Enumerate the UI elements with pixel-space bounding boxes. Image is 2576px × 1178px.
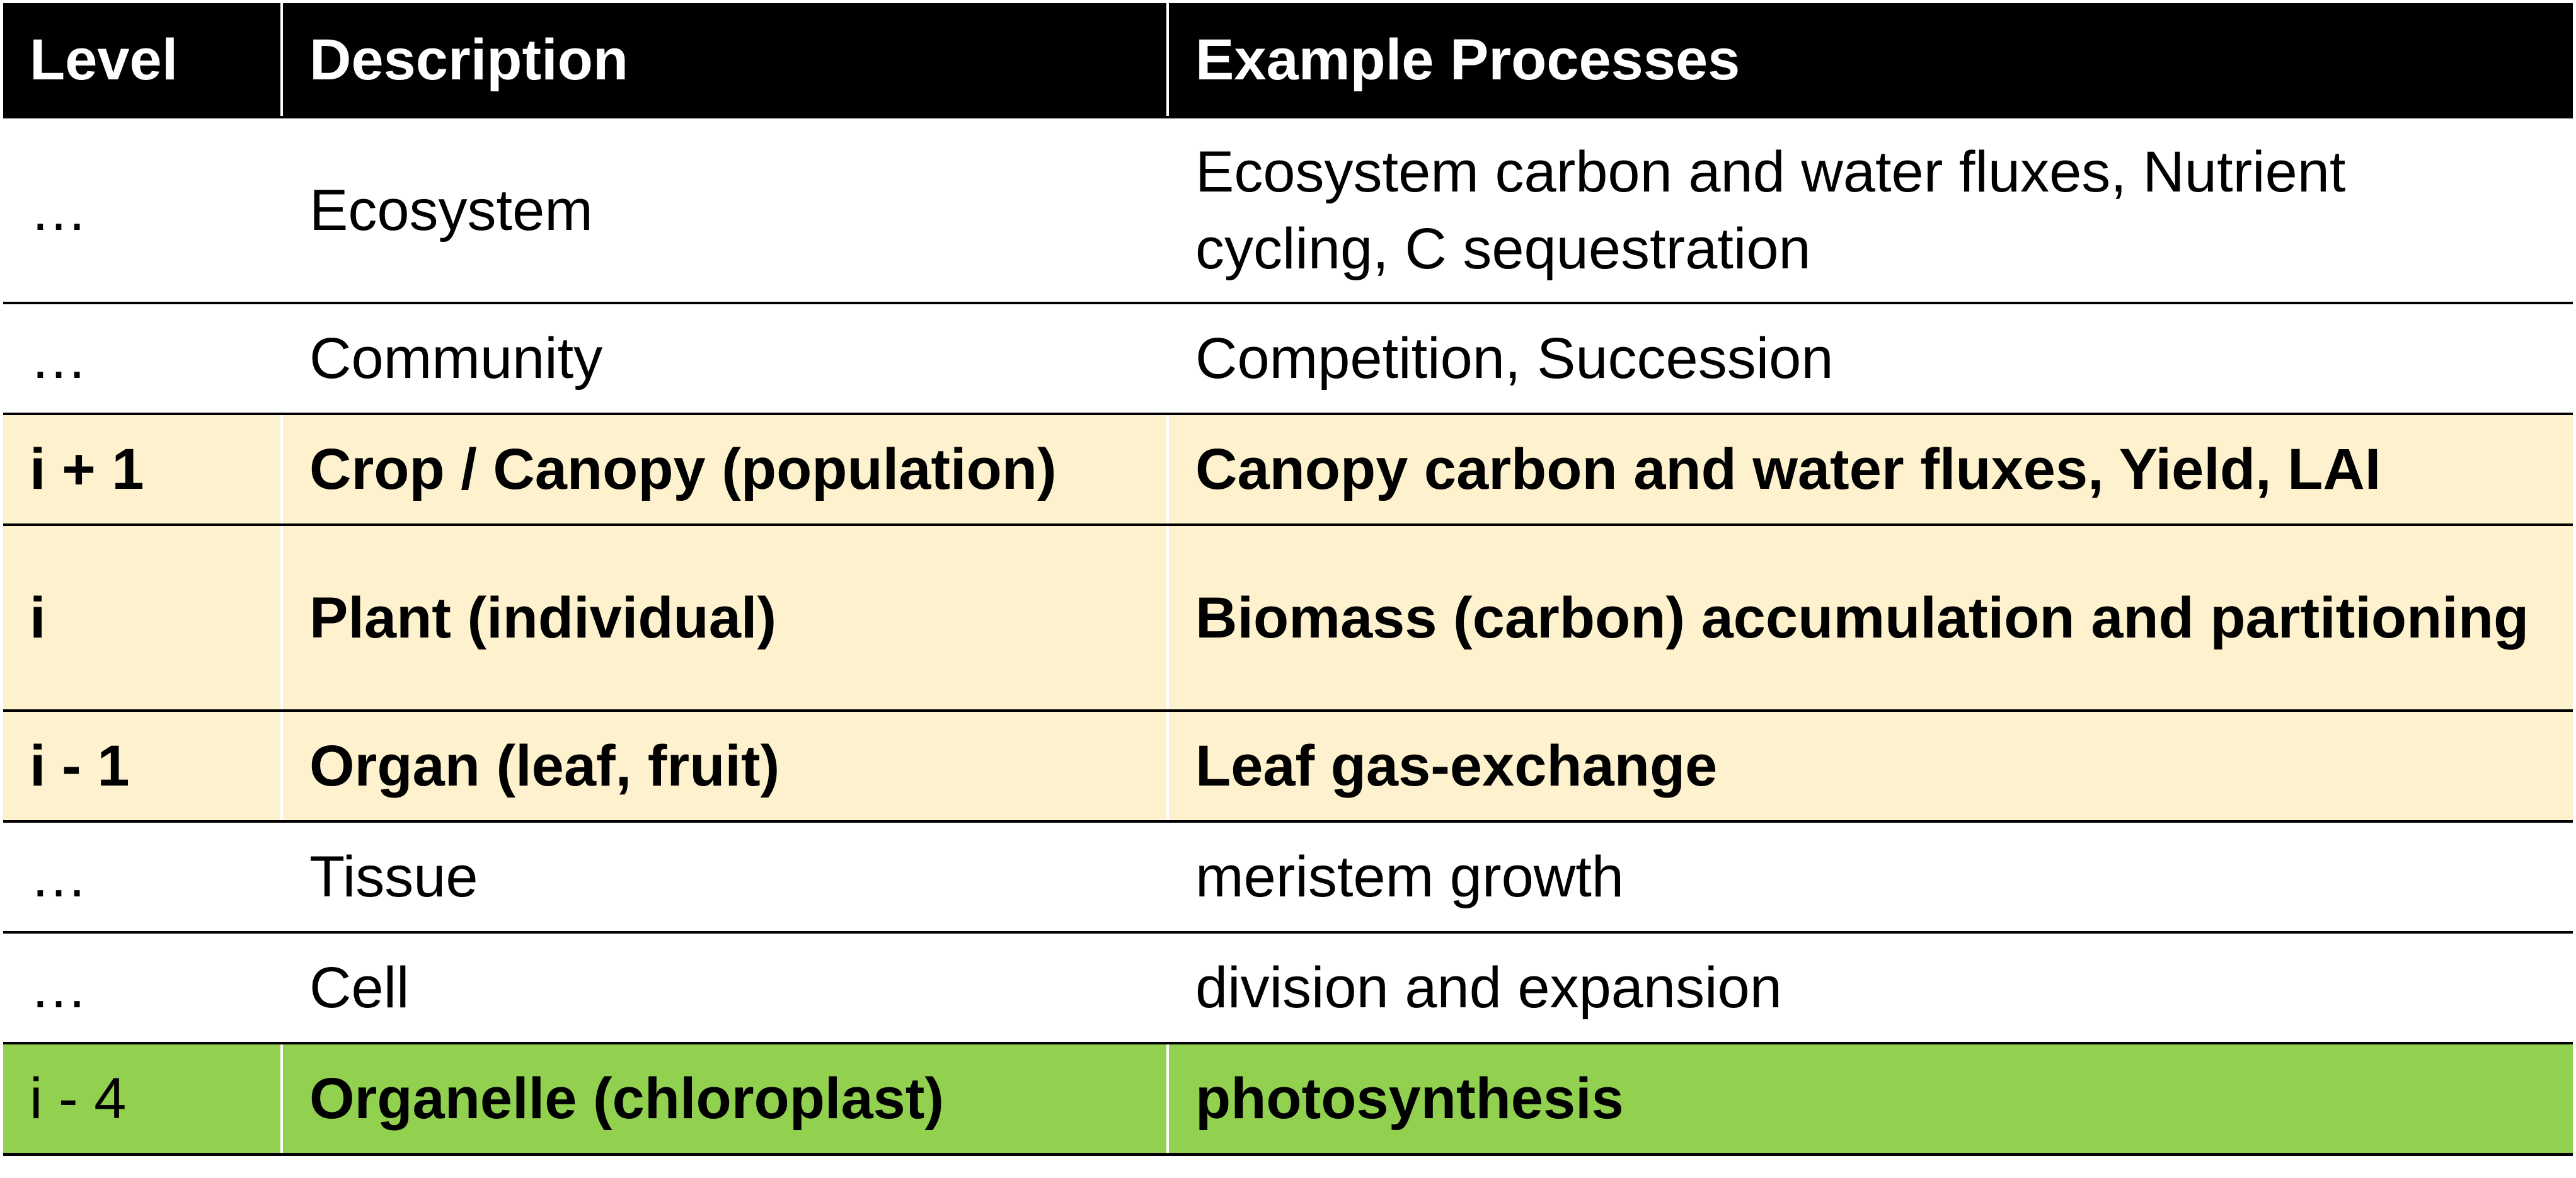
table-row-highlighted: i Plant (individual) Biomass (carbon) ac…: [3, 523, 2573, 709]
process-level-table: Level Description Example Processes … Ec…: [3, 3, 2573, 1156]
column-header-description: Description: [283, 3, 1169, 116]
processes-cell: meristem growth: [1195, 845, 1624, 909]
table-row: … Community Competition, Succession: [3, 302, 2573, 413]
level-cell: …: [30, 326, 88, 391]
level-cell: i - 4: [3, 1044, 283, 1153]
table-row: … Ecosystem Ecosystem carbon and water f…: [3, 116, 2573, 302]
column-header-level: Level: [3, 3, 283, 116]
level-cell: i + 1: [3, 415, 283, 523]
level-cell: …: [30, 178, 88, 243]
table-row-highlighted-green: i - 4 Organelle (chloroplast) photosynth…: [3, 1042, 2573, 1153]
description-cell: Community: [309, 326, 603, 391]
level-cell: i - 1: [3, 712, 283, 820]
table-row: … Cell division and expansion: [3, 931, 2573, 1042]
processes-cell: Ecosystem carbon and water fluxes, Nutri…: [1195, 139, 2346, 281]
processes-cell: photosynthesis: [1195, 1066, 1624, 1131]
table-row: … Tissue meristem growth: [3, 820, 2573, 931]
description-cell: Plant (individual): [283, 526, 1169, 709]
description-cell: Tissue: [309, 845, 478, 909]
level-cell: …: [30, 845, 88, 909]
description-cell: Organelle (chloroplast): [283, 1044, 1169, 1153]
description-cell: Organ (leaf, fruit): [283, 712, 1169, 820]
table-header-row: Level Description Example Processes: [3, 3, 2573, 116]
table-row-highlighted: i + 1 Crop / Canopy (population) Canopy …: [3, 413, 2573, 523]
description-cell: Ecosystem: [309, 178, 593, 243]
processes-cell: division and expansion: [1195, 956, 1782, 1020]
level-cell: …: [30, 956, 88, 1020]
level-cell: i: [3, 526, 283, 709]
description-cell: Crop / Canopy (population): [283, 415, 1169, 523]
processes-cell: Leaf gas-exchange: [1195, 734, 1718, 798]
processes-cell: Canopy carbon and water fluxes, Yield, L…: [1195, 437, 2381, 501]
processes-cell: Competition, Succession: [1195, 326, 1834, 391]
column-header-example-processes: Example Processes: [1195, 27, 1740, 92]
processes-cell: Biomass (carbon) accumulation and partit…: [1195, 585, 2529, 650]
description-cell: Cell: [309, 956, 410, 1020]
table-row-highlighted: i - 1 Organ (leaf, fruit) Leaf gas-excha…: [3, 709, 2573, 820]
